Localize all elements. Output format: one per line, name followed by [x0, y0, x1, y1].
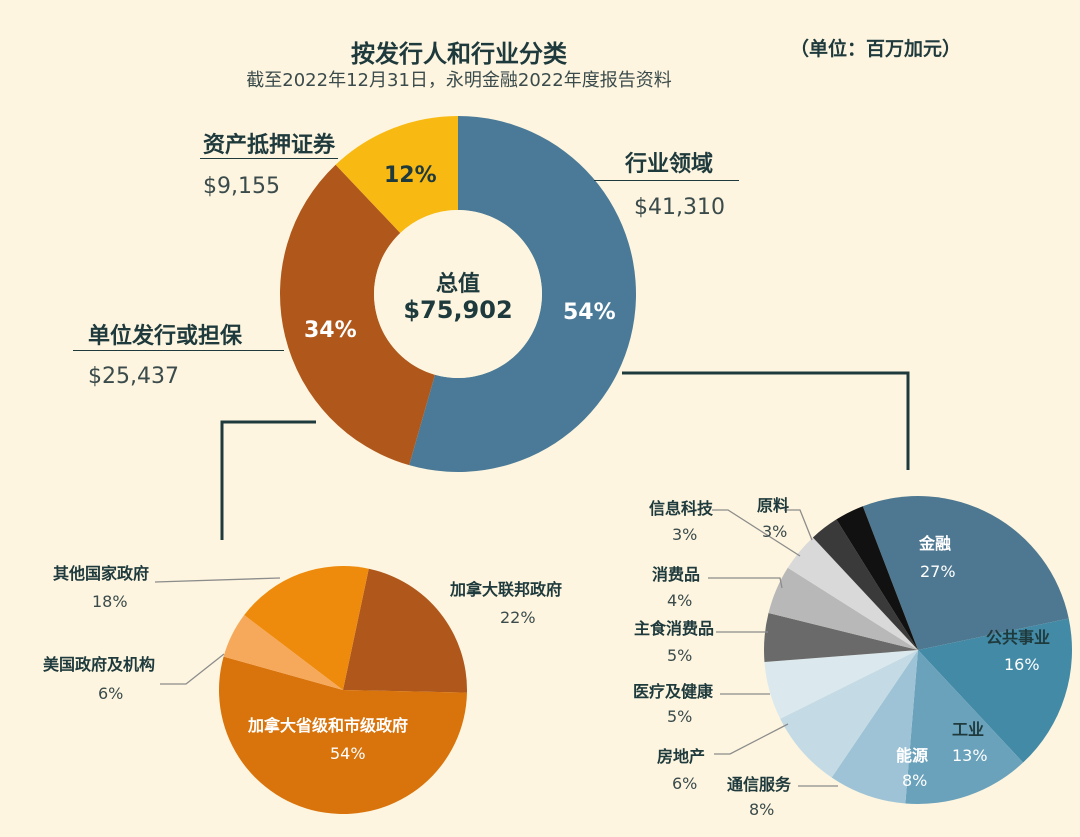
- industry-slice-1: [918, 618, 1072, 763]
- industry-slice-0: [862, 495, 1069, 650]
- government-slice-0: [343, 568, 467, 693]
- slice-name-consumer-discretionary: 消费品: [652, 565, 701, 584]
- slice-name-provincial: 加拿大省级和市级政府: [248, 716, 409, 735]
- donut-label-rule-abs: [200, 158, 338, 159]
- industry-slice-10: [836, 506, 918, 650]
- donut-hole: [374, 210, 542, 378]
- donut-amount-industry: $41,310: [634, 195, 725, 220]
- slice-name-finance: 金融: [919, 534, 952, 553]
- leader-real-estate: [714, 723, 789, 755]
- slice-name-communication: 通信服务: [727, 775, 792, 794]
- government-pie-chart: [218, 566, 467, 814]
- slice-pct-provincial: 54%: [330, 744, 366, 763]
- donut-label-rule-government: [73, 350, 284, 351]
- slice-name-materials: 原料: [757, 496, 790, 515]
- connector-line-industry: [622, 371, 910, 470]
- leader-lines: [154, 509, 838, 787]
- slice-name-other-governments: 其他国家政府: [53, 564, 150, 583]
- donut-pct-government: 34%: [304, 318, 357, 343]
- government-slice-1: [218, 656, 467, 814]
- industry-slice-7: [768, 567, 918, 650]
- slice-name-us-government: 美国政府及机构: [43, 655, 156, 674]
- donut-center-label: 总值: [435, 272, 480, 297]
- slice-pct-us-government: 6%: [98, 684, 124, 703]
- leader-other-governments: [154, 577, 281, 583]
- chart-title: 按发行人和行业分类: [351, 40, 567, 68]
- donut-center-value: $75,902: [403, 296, 513, 324]
- slice-name-consumer-staples: 主食消费品: [634, 619, 715, 638]
- industry-slice-6: [764, 613, 918, 663]
- slice-name-industrials: 工业: [952, 720, 985, 739]
- slice-pct-federal: 22%: [500, 608, 536, 627]
- government-slice-3: [244, 566, 369, 690]
- slice-name-energy: 能源: [896, 746, 929, 765]
- industry-slice-2: [905, 650, 1024, 804]
- slice-pct-consumer-discretionary: 4%: [667, 591, 693, 610]
- slice-name-info-tech: 信息科技: [649, 499, 714, 518]
- leader-consumer-discretionary: [708, 577, 783, 589]
- industry-slice-9: [812, 519, 918, 650]
- leader-us-government: [160, 653, 225, 685]
- donut-chart: [280, 116, 637, 473]
- donut-pct-industry: 54%: [563, 300, 616, 325]
- industry-slice-3: [831, 650, 918, 804]
- donut-slice-1: [280, 164, 435, 466]
- leader-info-tech: [712, 509, 801, 557]
- industry-slice-4: [780, 650, 918, 778]
- slice-name-federal: 加拿大联邦政府: [450, 580, 563, 599]
- donut-label-industry: 行业领域: [625, 152, 714, 177]
- slice-pct-industrials: 13%: [952, 746, 988, 765]
- industry-pie-chart: [764, 495, 1072, 804]
- donut-amount-government: $25,437: [88, 364, 179, 389]
- slice-pct-finance: 27%: [920, 562, 956, 581]
- donut-pct-abs: 12%: [384, 163, 437, 188]
- donut-label-abs: 资产抵押证券: [203, 133, 336, 158]
- donut-label-government: 单位发行或担保: [88, 324, 243, 349]
- slice-name-real-estate: 房地产: [657, 747, 706, 766]
- slice-pct-other-governments: 18%: [92, 592, 128, 611]
- slice-pct-communication: 8%: [749, 800, 775, 819]
- donut-slice-2: [335, 116, 458, 233]
- connector-line-government: [220, 420, 316, 540]
- slice-pct-utilities: 16%: [1004, 655, 1040, 674]
- donut-label-rule-industry: [594, 180, 739, 181]
- unit-note: （单位：百万加元）: [790, 38, 962, 60]
- slice-pct-real-estate: 6%: [672, 774, 698, 793]
- slice-name-utilities: 公共事业: [986, 628, 1051, 647]
- slice-pct-materials: 3%: [762, 522, 788, 541]
- industry-slice-8: [787, 537, 918, 650]
- donut-amount-abs: $9,155: [203, 174, 280, 199]
- slice-pct-info-tech: 3%: [672, 525, 698, 544]
- leader-materials: [784, 509, 813, 541]
- chart-subtitle: 截至2022年12月31日，永明金融2022年度报告资料: [246, 70, 672, 91]
- slice-pct-health-care: 5%: [667, 707, 693, 726]
- industry-slice-5: [764, 650, 918, 719]
- slice-name-health-care: 医疗及健康: [633, 682, 714, 701]
- slice-pct-consumer-staples: 5%: [667, 646, 693, 665]
- government-slice-2: [223, 615, 343, 690]
- slice-pct-energy: 8%: [902, 771, 928, 790]
- donut-slice-0: [409, 116, 637, 473]
